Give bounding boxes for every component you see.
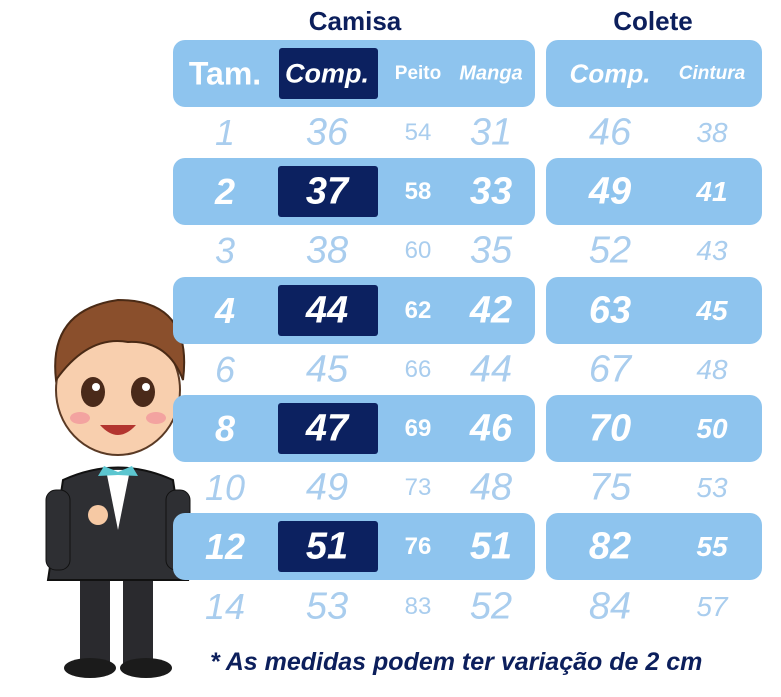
cell-sleeve: 44 (469, 348, 513, 391)
cell-waist: 45 (696, 294, 728, 326)
cell-vest-length: 75 (588, 466, 632, 509)
cell-waist: 41 (696, 176, 728, 208)
cell-shirt-length: 45 (305, 348, 349, 391)
cell-shirt-length: 36 (305, 111, 349, 154)
cell-waist: 43 (696, 235, 728, 267)
cell-sleeve: 35 (469, 229, 513, 272)
cell-waist: 57 (696, 590, 728, 622)
cell-shirt-length: 49 (305, 466, 349, 509)
cell-waist: 38 (696, 117, 728, 148)
vest-row-bar (546, 513, 762, 581)
vest-header-bar (546, 40, 762, 107)
cell-shirt-length: 44 (305, 289, 349, 332)
cell-sleeve: 33 (469, 170, 513, 213)
cell-size: 1 (214, 112, 236, 153)
cell-sleeve: 48 (469, 466, 513, 509)
shirt-length-header-highlight (279, 48, 378, 99)
cell-waist: 50 (696, 413, 728, 444)
cell-size: 4 (214, 289, 236, 331)
cell-vest-length: 67 (588, 348, 632, 391)
cell-chest: 83 (404, 592, 432, 620)
cell-sleeve: 51 (469, 525, 513, 568)
vest-row-bar (546, 395, 762, 462)
cell-shirt-length: 47 (305, 407, 349, 450)
cell-size: 14 (204, 585, 246, 627)
measurement-note: * As medidas podem ter variação de 2 cm (210, 648, 703, 676)
header-vest-length: Comp. (569, 58, 651, 89)
cell-size: 3 (214, 230, 236, 272)
cell-shirt-length: 37 (305, 170, 349, 213)
shirt-length-highlight (278, 521, 378, 573)
cell-chest: 58 (404, 178, 432, 206)
header-sleeve: Manga (459, 62, 523, 85)
cell-chest: 76 (404, 533, 432, 561)
shirt-group-title: Camisa (308, 6, 402, 36)
cell-vest-length: 70 (588, 407, 632, 450)
cell-chest: 66 (404, 355, 432, 383)
cell-vest-length: 46 (588, 111, 632, 154)
cell-sleeve: 42 (469, 289, 513, 332)
cell-chest: 73 (404, 474, 432, 502)
cell-chest: 60 (404, 237, 432, 265)
shirt-length-highlight (278, 284, 378, 336)
cell-waist: 53 (696, 472, 728, 504)
cell-sleeve: 52 (469, 585, 513, 628)
shirt-length-highlight (278, 403, 378, 454)
vest-group-title: Colete (613, 6, 693, 36)
cell-vest-length: 63 (588, 289, 632, 332)
cell-vest-length: 82 (588, 525, 632, 568)
header-waist: Cintura (678, 63, 746, 84)
cell-vest-length: 49 (588, 170, 632, 213)
cell-chest: 62 (404, 296, 432, 324)
cell-size: 2 (214, 171, 236, 213)
cell-sleeve: 46 (469, 407, 513, 450)
cell-vest-length: 52 (588, 229, 632, 272)
cell-shirt-length: 38 (305, 229, 349, 272)
cell-shirt-length: 51 (305, 525, 349, 568)
cell-size: 6 (214, 348, 236, 390)
cell-sleeve: 31 (469, 111, 513, 154)
header-shirt-length: Comp. (285, 58, 369, 89)
header-chest: Peito (394, 63, 442, 84)
cell-shirt-length: 53 (305, 585, 349, 628)
cell-chest: 69 (404, 415, 432, 442)
cell-waist: 48 (696, 353, 728, 385)
vest-row-bar (546, 276, 762, 344)
cell-size: 10 (204, 467, 246, 509)
header-size: Tam. (188, 55, 262, 92)
cell-vest-length: 84 (588, 585, 632, 628)
vest-row-bar (546, 158, 762, 226)
cell-chest: 54 (404, 119, 432, 146)
cell-waist: 55 (696, 531, 728, 563)
cell-size: 8 (214, 408, 236, 449)
shirt-length-highlight (278, 166, 378, 218)
cell-size: 12 (204, 526, 246, 568)
